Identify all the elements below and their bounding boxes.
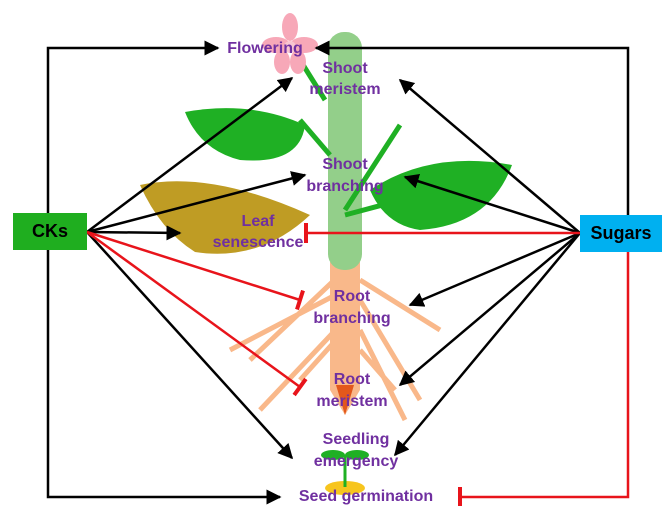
process-label: branching bbox=[313, 310, 390, 327]
process-label: Leaf bbox=[242, 213, 276, 230]
sugars-box bbox=[580, 215, 662, 252]
process-label: Root bbox=[334, 288, 371, 305]
process-label: Root bbox=[334, 371, 371, 388]
arrows bbox=[46, 40, 630, 506]
process-label: senescence bbox=[213, 234, 304, 251]
cks-box bbox=[13, 213, 87, 250]
process-label: emergency bbox=[314, 453, 399, 470]
process-label: branching bbox=[306, 178, 383, 195]
plant bbox=[140, 13, 512, 495]
process-label: Seedling bbox=[323, 431, 390, 448]
process-label: meristem bbox=[309, 81, 380, 98]
process-label: Seed germination bbox=[299, 488, 433, 505]
process-label: Shoot bbox=[322, 60, 368, 77]
process-label: Flowering bbox=[227, 40, 303, 57]
node-label: Sugars bbox=[590, 223, 651, 243]
node-label: CKs bbox=[32, 221, 68, 241]
process-label: meristem bbox=[316, 393, 387, 410]
process-label: Shoot bbox=[322, 156, 368, 173]
